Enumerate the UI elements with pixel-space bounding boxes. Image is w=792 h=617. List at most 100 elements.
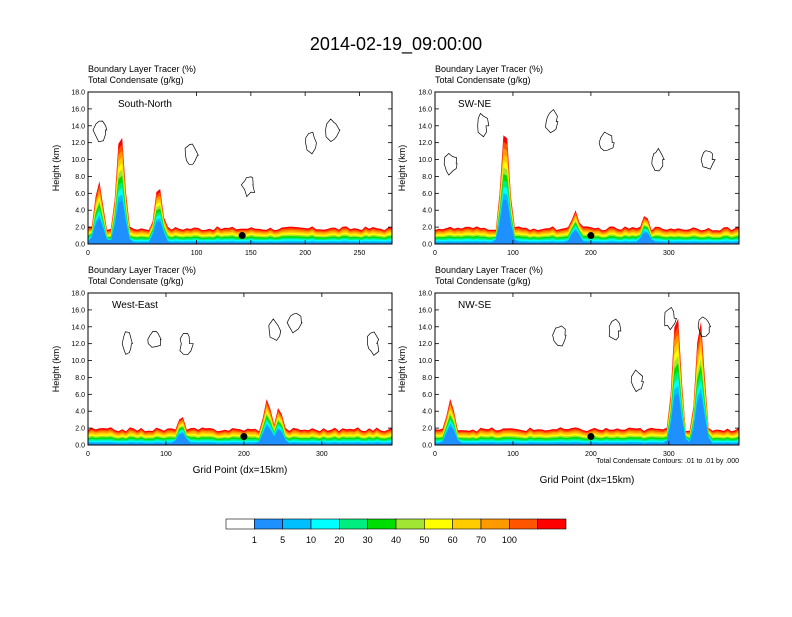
colorbar-label: 1 (252, 535, 257, 545)
y-tick-label: 0.0 (75, 443, 85, 450)
x-tick-label: 100 (507, 451, 519, 458)
y-tick-label: 18.0 (71, 90, 85, 97)
y-axis-label: Height (km) (397, 145, 407, 192)
y-tick-label: 4.0 (422, 208, 432, 215)
y-tick-label: 2.0 (422, 426, 432, 433)
y-tick-label: 0.0 (75, 242, 85, 249)
condensate-contour (121, 331, 133, 355)
panel-name: SW-NE (458, 99, 491, 110)
colorbar-label: 20 (334, 535, 344, 545)
colorbar-label: 5 (280, 535, 285, 545)
x-tick-label: 200 (585, 451, 597, 458)
plot-frame (434, 91, 740, 245)
condensate-contour (697, 316, 712, 337)
y-tick-label: 6.0 (422, 392, 432, 399)
panel-name: NW-SE (458, 300, 491, 311)
panel-west-east: Boundary Layer Tracer (%) Total Condensa… (51, 265, 393, 476)
panel-nw-se: Boundary Layer Tracer (%) Total Condensa… (397, 265, 740, 486)
x-axis-label: Grid Point (dx=15km) (193, 465, 288, 476)
condensate-contour (286, 312, 303, 334)
y-tick-label: 6.0 (75, 191, 85, 198)
y-axis-label: Height (km) (397, 346, 407, 393)
condensate-contour (651, 147, 665, 172)
plot-area: 0.0 2.0 4.0 6.0 8.0 10.0 12.0 14.0 16.0 18.0 0 100 2… (418, 90, 740, 257)
panel-variable-label-2: Total Condensate (g/kg) (88, 276, 184, 286)
y-tick-label: 12.0 (71, 140, 85, 147)
colorbar-swatch (452, 518, 482, 530)
y-tick-label: 14.0 (71, 123, 85, 130)
colorbar-swatch (424, 518, 453, 530)
condensate-contour (147, 330, 162, 348)
x-tick-label: 300 (663, 250, 675, 257)
panel-variable-label-1: Boundary Layer Tracer (%) (88, 64, 196, 74)
condensate-contour (179, 333, 194, 356)
panel-south-north: Boundary Layer Tracer (%) Total Condensa… (51, 64, 393, 257)
tracer-layer (88, 188, 392, 244)
panel-variable-label-1: Boundary Layer Tracer (%) (435, 64, 543, 74)
y-tick-label: 10.0 (71, 358, 85, 365)
condensate-contour (367, 331, 380, 356)
y-tick-label: 4.0 (75, 409, 85, 416)
panel-variable-label-1: Boundary Layer Tracer (%) (435, 265, 543, 275)
x-tick-label: 300 (663, 451, 675, 458)
x-tick-label: 250 (354, 250, 366, 257)
x-tick-label: 200 (238, 451, 250, 458)
y-tick-label: 14.0 (418, 123, 432, 130)
y-tick-label: 2.0 (75, 225, 85, 232)
y-tick-label: 8.0 (75, 174, 85, 181)
colorbar-swatch (395, 518, 425, 530)
y-axis-label: Height (km) (51, 346, 61, 393)
y-tick-label: 8.0 (422, 174, 432, 181)
plot-body (88, 293, 392, 445)
condensate-contour (268, 318, 282, 341)
colorbar-swatch (282, 518, 312, 530)
figure-title: 2014-02-19_09:00:00 (310, 34, 482, 55)
y-tick-label: 2.0 (75, 426, 85, 433)
colorbar-label: 10 (306, 535, 316, 545)
x-tick-label: 0 (433, 250, 437, 257)
y-tick-label: 0.0 (422, 242, 432, 249)
colorbar-swatch (310, 518, 340, 530)
plot-area: 0.0 2.0 4.0 6.0 8.0 10.0 12.0 14.0 16.0 18.0 0 100 2… (418, 291, 740, 458)
tracer-layer (88, 169, 392, 244)
tracer-layer (88, 412, 392, 445)
tracer-layer (435, 393, 739, 445)
y-tick-label: 6.0 (75, 392, 85, 399)
colorbar-label: 60 (448, 535, 458, 545)
panel-variable-label-2: Total Condensate (g/kg) (435, 276, 531, 286)
y-tick-label: 14.0 (418, 324, 432, 331)
colorbar-swatch (480, 518, 510, 530)
x-tick-label: 0 (86, 250, 90, 257)
location-marker (587, 433, 595, 441)
colorbar-label: 50 (419, 535, 429, 545)
plot-frame (434, 292, 740, 446)
x-tick-label: 300 (316, 451, 328, 458)
y-tick-label: 2.0 (422, 225, 432, 232)
x-tick-label: 150 (245, 250, 257, 257)
colorbar-label: 100 (502, 535, 517, 545)
plot-area: 0.0 2.0 4.0 6.0 8.0 10.0 12.0 14.0 16.0 18.0 0 100 1… (71, 90, 393, 257)
condensate-contour (92, 120, 108, 143)
plot-background (435, 92, 739, 244)
y-axis-label: Height (km) (51, 145, 61, 192)
panel-variable-label-2: Total Condensate (g/kg) (88, 75, 184, 85)
condensate-contour (608, 318, 622, 341)
plot-body (88, 92, 392, 244)
panel-sw-ne: Boundary Layer Tracer (%) Total Condensa… (397, 64, 740, 257)
condensate-contour (545, 108, 559, 134)
tracer-layer (88, 200, 392, 244)
x-tick-label: 0 (433, 451, 437, 458)
colorbar-swatch (509, 518, 538, 530)
panel-variable-label-2: Total Condensate (g/kg) (435, 75, 531, 85)
y-tick-label: 18.0 (418, 90, 432, 97)
colorbar-label: 30 (363, 535, 373, 545)
y-tick-label: 12.0 (71, 341, 85, 348)
location-marker (240, 433, 248, 441)
panel-variable-label-1: Boundary Layer Tracer (%) (88, 265, 196, 275)
y-tick-label: 10.0 (71, 157, 85, 164)
y-tick-label: 0.0 (422, 443, 432, 450)
y-tick-label: 16.0 (71, 106, 85, 113)
y-tick-label: 14.0 (71, 324, 85, 331)
plot-body (435, 293, 739, 445)
